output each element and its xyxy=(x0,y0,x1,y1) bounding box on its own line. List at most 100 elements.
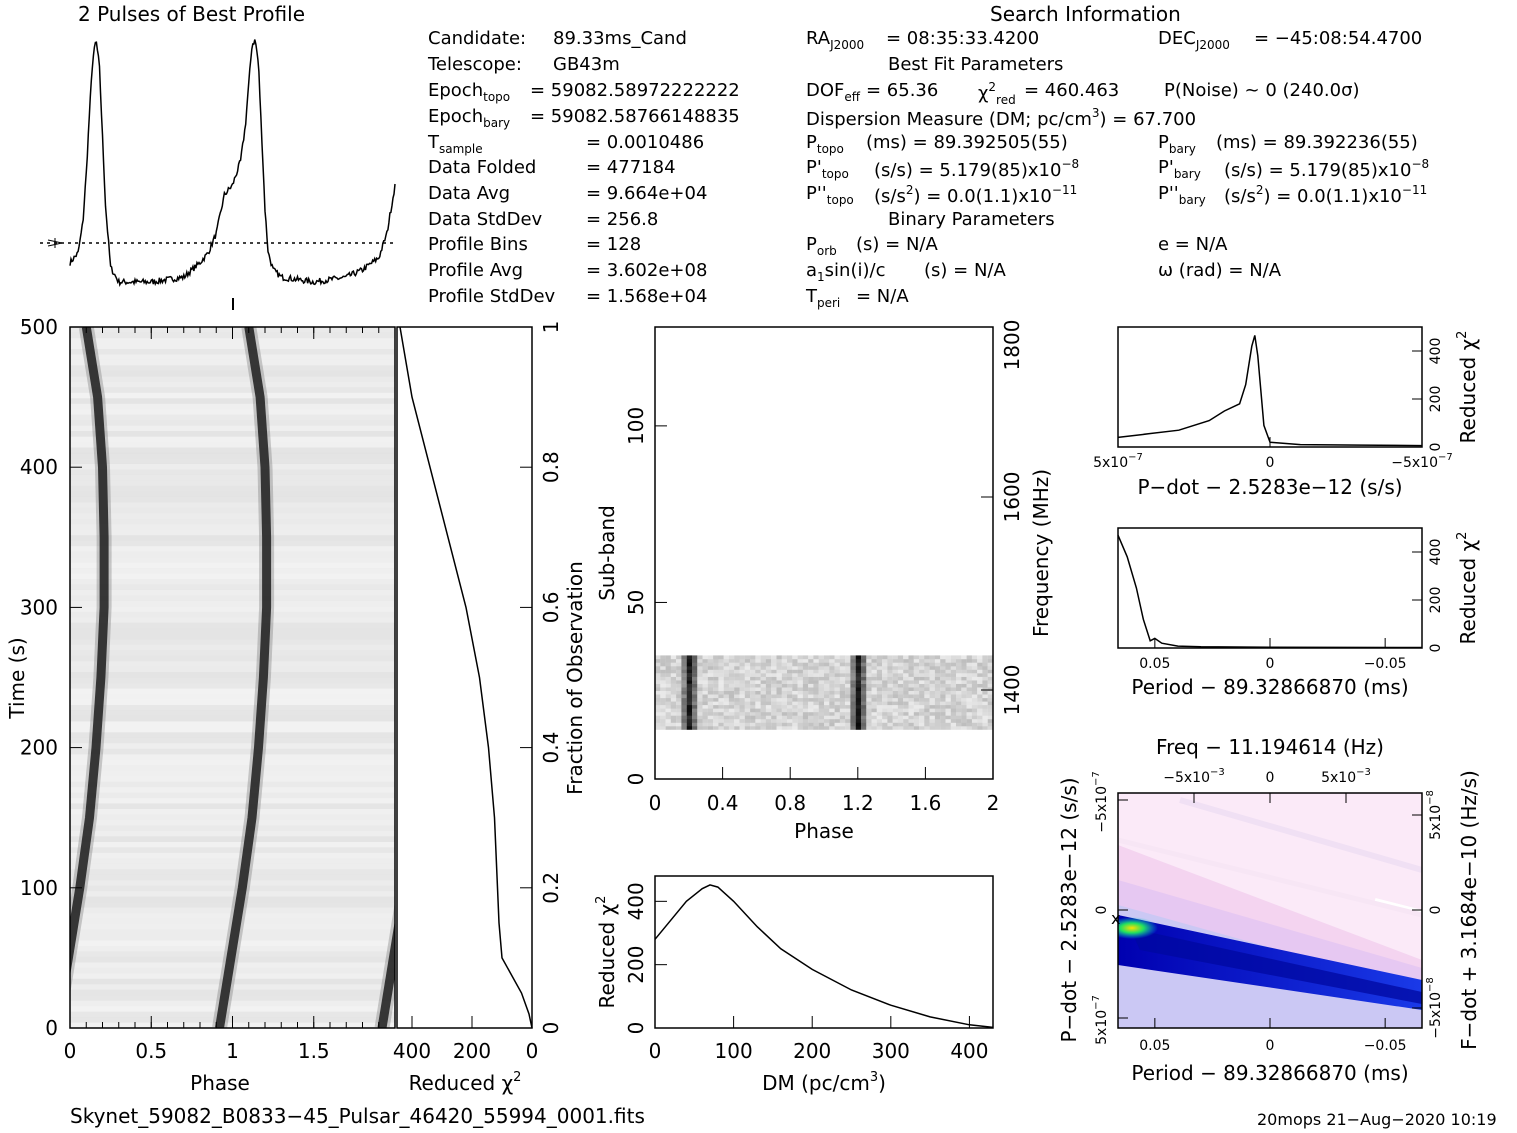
ppdot-x2tick: 5x10−3 xyxy=(1321,767,1371,786)
epoch-topo-value: = 59082.58972222222 xyxy=(530,80,740,101)
data-stddev-value: = 256.8 xyxy=(586,209,659,230)
time-phase-pulse-track xyxy=(70,327,109,977)
time-phase-panel: 0 0.5 1 1.5 0 100 200 300 400 500 Phase Time (s) xyxy=(5,315,396,1095)
telescope-label: Telescope: xyxy=(428,54,522,75)
ecc-value: e = N/A xyxy=(1158,234,1228,255)
dof-value: = 65.36 xyxy=(866,80,939,101)
sub-xtick: 0.8 xyxy=(774,791,806,815)
ppdot-y2tick: −5x10−8 xyxy=(1425,977,1444,1039)
time-phase-pulse-track xyxy=(215,327,272,1028)
period-ytick: 400 xyxy=(1428,539,1444,566)
ppdot-xtick: 0.05 xyxy=(1139,1038,1170,1054)
profile-curve xyxy=(69,39,396,287)
pbary-value: (ms) = 89.392236(55) xyxy=(1216,132,1418,153)
omega-value: ω (rad) = N/A xyxy=(1158,260,1282,281)
tvp-ytick: 100 xyxy=(20,876,58,900)
tvp-xtick: 0.5 xyxy=(135,1039,167,1063)
dm-text: Dispersion Measure (DM; pc/cm xyxy=(806,109,1092,130)
period-xtick: 0 xyxy=(1266,656,1275,672)
pdot-xtick: 0 xyxy=(1266,455,1275,471)
footer-filename: Skynet_59082_B0833−45_Pulsar_46420_55994… xyxy=(70,1104,645,1128)
ptopo-label: Ptopo xyxy=(806,132,844,156)
porb-value: (s) = N/A xyxy=(856,234,938,255)
pdot-topo-value: (s/s) = 5.179(85)x10−8 xyxy=(874,157,1080,181)
dec-value: = −45:08:54.4700 xyxy=(1254,28,1423,49)
sub-xtick: 1.2 xyxy=(842,791,874,815)
tvp-ytick: 300 xyxy=(20,595,58,619)
sub-ylabel: Sub-band xyxy=(595,505,619,601)
profile-stddev-value: = 1.568e+04 xyxy=(586,286,708,307)
epoch-bary-value: = 59082.58766148835 xyxy=(530,106,740,127)
pdot-ytick: 400 xyxy=(1428,338,1444,365)
pdot-ytick: 0 xyxy=(1428,443,1444,452)
pdot-ylabel: Reduced χ2 xyxy=(1455,331,1480,444)
cf-xlabel: Reduced χ2 xyxy=(409,1070,522,1095)
dm-ylabel: Reduced χ2 xyxy=(594,896,619,1009)
pdot-bary-label: P'bary xyxy=(1158,157,1201,181)
pnoise-value: P(Noise) ~ 0 (240.0σ) xyxy=(1164,80,1360,101)
binary-title: Binary Parameters xyxy=(888,209,1055,230)
dm-ytick: 0 xyxy=(624,1022,648,1035)
dm-xtick: 200 xyxy=(793,1039,831,1063)
pddot-topo-value: (s/s2) = 0.0(1.1)x10−11 xyxy=(874,183,1078,207)
cf-xtick: 0 xyxy=(526,1039,539,1063)
pdot-topo-label: P'topo xyxy=(806,157,849,181)
pdot-ytick: 200 xyxy=(1428,386,1444,413)
dm-ytick: 400 xyxy=(624,882,648,920)
chi2-fraction-panel: 400 200 00 0.2 0.4 0.6 0.8 1 Reduced χ2 Fractio… xyxy=(393,321,587,1095)
period-panel: 0.05 0 −0.05 0 200 400 Period − 89.32866870 (… xyxy=(1117,527,1480,699)
sub-ytick: 100 xyxy=(624,407,648,445)
ppdot-x2tick: 0 xyxy=(1266,770,1275,786)
sub-xtick: 2 xyxy=(987,791,1000,815)
cf-ytick: 0.6 xyxy=(539,591,563,623)
dm-xlabel: DM (pc/cm3) xyxy=(762,1070,886,1095)
ppdot-title: Freq − 11.194614 (Hz) xyxy=(1156,735,1384,759)
ppdot-ytick: −5x10−7 xyxy=(1091,771,1110,833)
a1-label: a1sin(i)/c xyxy=(806,260,886,284)
tsample-value: = 0.0010486 xyxy=(586,132,705,153)
chi2-fraction-curve xyxy=(399,326,533,1029)
cf-ytick: 0.8 xyxy=(539,451,563,483)
sub-ytick: 0 xyxy=(624,773,648,786)
tvp-xtick: 0 xyxy=(64,1039,77,1063)
sub-xlabel: Phase xyxy=(794,819,854,843)
pdot-xtick: 5x10−7 xyxy=(1093,452,1143,471)
tvp-ylabel: Time (s) xyxy=(5,637,29,719)
dm-xtick: 400 xyxy=(950,1039,988,1063)
dm-xtick: 100 xyxy=(715,1039,753,1063)
a1-value: (s) = N/A xyxy=(924,260,1006,281)
ppdot-y2tick: 5x10−8 xyxy=(1425,790,1444,840)
sub-xtick: 0 xyxy=(649,791,662,815)
period-ylabel: Reduced χ2 xyxy=(1455,532,1480,645)
ppdot-ytick: 0 xyxy=(1094,906,1110,915)
pddot-bary-label: P''bary xyxy=(1158,183,1206,207)
dm-panel: 0 100 200 300 400 0 200 400 DM (pc/cm3) Reduced… xyxy=(594,875,994,1095)
period-ytick: 0 xyxy=(1428,644,1444,653)
tvp-ytick: 400 xyxy=(20,455,58,479)
tperi-label: Tperi xyxy=(806,286,841,310)
tsample-label: Tsample xyxy=(428,132,483,156)
dm-ytick: 200 xyxy=(624,946,648,984)
data-avg-value: = 9.664e+04 xyxy=(586,183,708,204)
candidate-label: Candidate: xyxy=(428,28,527,49)
pdot-xlabel: P−dot − 2.5283e−12 (s/s) xyxy=(1137,475,1402,499)
pdot-bary-value: (s/s) = 5.179(85)x10−8 xyxy=(1224,157,1430,181)
epoch-topo-label: Epochtopo xyxy=(428,80,511,104)
ppdot-panel: Freq − 11.194614 (Hz) x 0.05 0 −0.05 −5x10−… xyxy=(1057,735,1481,1085)
dof-label: DOFeff xyxy=(806,80,861,104)
subband-phase-panel: 0 0.4 0.8 1.2 1.6 2 0 50 100 1400 1600 1800 Phase S… xyxy=(595,320,1053,843)
period-ytick: 200 xyxy=(1428,587,1444,614)
epoch-bary-label: Epochbary xyxy=(428,106,511,130)
cf-xtick: 200 xyxy=(453,1039,491,1063)
search-title: Search Information xyxy=(990,2,1181,26)
pdot-xtick: −5x10−7 xyxy=(1391,452,1453,471)
chi2red-label: χ2red xyxy=(978,80,1016,107)
cf-ytick: 1 xyxy=(539,321,563,334)
period-xtick: −0.05 xyxy=(1364,656,1407,672)
footer-stamp: 20mops 21−Aug−2020 10:19 xyxy=(1257,1110,1497,1129)
profile-panel xyxy=(40,39,396,310)
dm-xtick: 0 xyxy=(649,1039,662,1063)
ppdot-y2label: F−dot + 3.1684e−10 (Hz/s) xyxy=(1457,770,1481,1050)
cf-ytick: 0 xyxy=(539,1022,563,1035)
